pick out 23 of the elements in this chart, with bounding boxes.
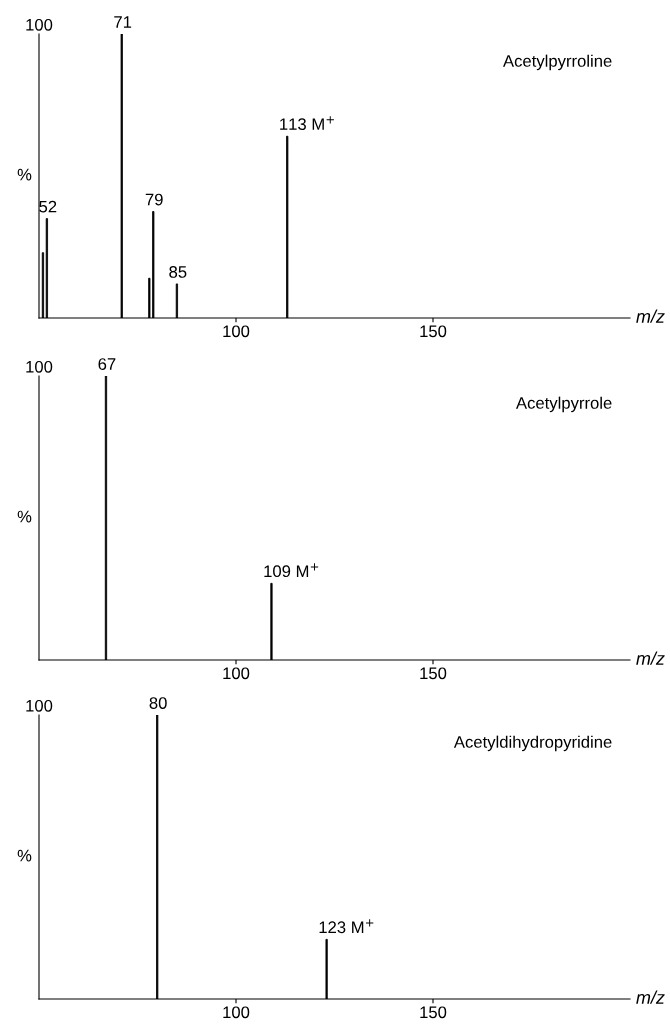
x-tick-label: 150 xyxy=(420,667,447,680)
text: 100 xyxy=(26,699,53,712)
annotation: 123 M$^{+}$ xyxy=(319,919,374,934)
x-tick-label: 150 xyxy=(420,1006,447,1019)
x-axis-title: m/z xyxy=(636,651,665,665)
annotation: 67 xyxy=(98,358,116,370)
text: Acetyldihydropyridine xyxy=(453,735,612,752)
annotation: 85 xyxy=(169,266,187,278)
text: Acetylpyrroline xyxy=(503,54,612,71)
annotation: 71 xyxy=(114,16,132,28)
text: % xyxy=(17,849,32,862)
text: 100 xyxy=(26,360,53,373)
annotation: 79 xyxy=(145,193,163,206)
x-axis-title: m/z xyxy=(636,309,665,323)
annotation: 113 M$^{+}$ xyxy=(280,116,334,131)
annotation: 80 xyxy=(149,697,167,709)
text: Acetylpyrrole xyxy=(515,396,612,413)
annotation: 109 M$^{+}$ xyxy=(264,563,319,578)
x-tick-label: 150 xyxy=(420,325,447,338)
text: 100 xyxy=(26,18,53,31)
x-axis-title: m/z xyxy=(636,990,665,1004)
text: % xyxy=(17,510,32,523)
text: % xyxy=(17,168,32,181)
